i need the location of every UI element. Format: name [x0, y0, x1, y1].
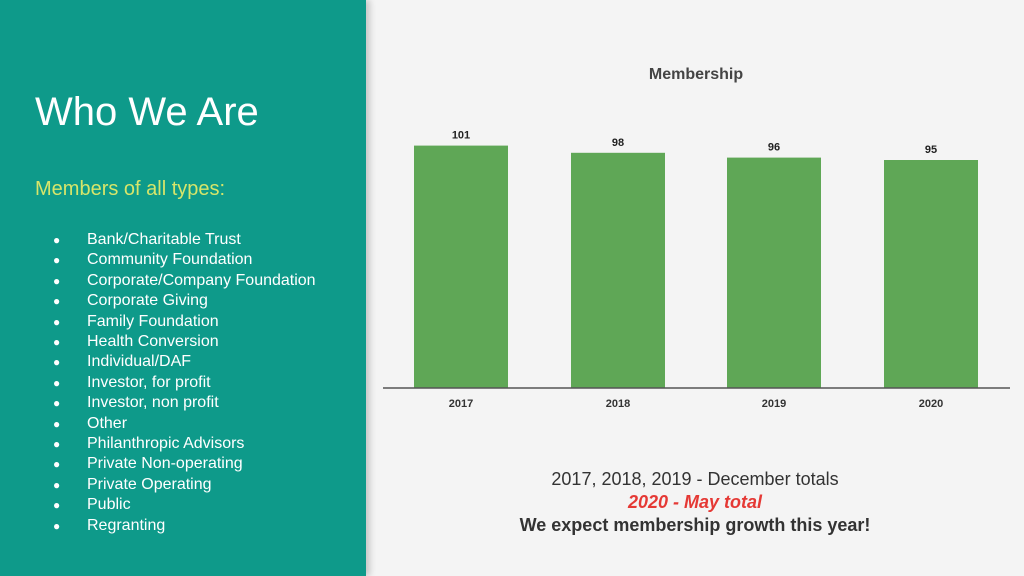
member-type-item: ● Investor, non profit	[47, 393, 347, 413]
member-type-label: Bank/Charitable Trust	[87, 231, 241, 248]
member-type-item: ● Other	[47, 414, 347, 434]
member-type-label: Private Non-operating	[87, 455, 243, 473]
member-type-item: ● Regranting	[47, 516, 347, 536]
note-december-totals: 2017, 2018, 2019 - December totals	[551, 469, 839, 489]
member-type-item: ● Bank/Charitable Trust	[47, 230, 347, 250]
bullet-icon: ●	[53, 253, 61, 268]
bar-2018	[571, 152, 665, 388]
member-type-label: Community Foundation	[87, 251, 253, 269]
member-type-item: ● Health Conversion	[47, 332, 347, 352]
x-tick-2018: 2018	[606, 398, 630, 410]
member-type-item: ● Investor, for profit	[47, 373, 347, 393]
member-type-label: Family Foundation	[87, 312, 219, 330]
data-label-2018: 98	[612, 137, 624, 149]
member-type-label: Other	[87, 414, 128, 432]
slide-subtitle: Members of all types:	[35, 178, 226, 200]
data-label-2017: 101	[452, 130, 470, 142]
member-type-item: ● Corporate Giving	[47, 291, 347, 311]
bullet-icon: ●	[53, 335, 61, 350]
bullet-icon: ●	[53, 294, 61, 309]
member-type-item: ● Individual/DAF	[47, 352, 347, 372]
bullet-icon: ●	[53, 233, 61, 247]
bullet-icon: ●	[53, 457, 61, 472]
member-type-label: Investor, for profit	[87, 373, 211, 391]
note-growth-expectation: We expect membership growth this year!	[519, 515, 871, 535]
bullet-icon: ●	[53, 355, 61, 370]
member-type-label: Corporate Giving	[87, 292, 208, 310]
member-type-label: Regranting	[87, 516, 166, 534]
bullet-icon: ●	[53, 396, 61, 411]
bar-2017	[414, 145, 508, 388]
member-type-item: ● Family Foundation	[47, 312, 347, 332]
x-tick-labels: 2017 2018 2019 2020	[449, 398, 943, 410]
bullet-icon: ●	[53, 477, 61, 492]
bullet-icon: ●	[53, 375, 61, 390]
chart-title: Membership	[649, 66, 743, 83]
bullet-icon: ●	[53, 273, 61, 288]
member-type-item: ● Corporate/Company Foundation	[47, 271, 347, 291]
note-may-total: 2020 - May total	[627, 492, 763, 512]
membership-chart: Membership 101 98 96 95 2017 2018 2019 2020	[383, 66, 1010, 410]
member-type-item: ● Private Non-operating	[47, 454, 347, 474]
member-type-label: Health Conversion	[87, 333, 219, 351]
member-type-item: ● Public	[47, 495, 347, 515]
member-type-item: ● Community Foundation	[47, 250, 347, 270]
member-type-label: Private Operating	[87, 475, 212, 493]
member-type-label: Corporate/Company Foundation	[87, 271, 316, 289]
member-type-label: Investor, non profit	[87, 394, 219, 412]
bullet-icon: ●	[53, 314, 61, 329]
member-type-item: ● Private Operating	[47, 475, 347, 495]
member-type-item: ● Philanthropic Advisors	[47, 434, 347, 454]
x-tick-2020: 2020	[919, 398, 943, 410]
bullet-icon: ●	[53, 437, 61, 452]
bars-group: 101 98 96 95	[414, 130, 978, 388]
member-type-label: Philanthropic Advisors	[87, 435, 245, 453]
bar-2020	[884, 160, 978, 388]
slide-title: Who We Are	[35, 90, 259, 134]
left-panel: Who We Are Members of all types: ● Bank/C…	[0, 0, 366, 576]
data-label-2020: 95	[925, 144, 937, 156]
x-tick-2019: 2019	[762, 398, 786, 410]
data-label-2019: 96	[768, 142, 780, 154]
member-type-list: ● Bank/Charitable Trust ● Community Foundat…	[47, 230, 347, 536]
bullet-icon: ●	[53, 518, 61, 533]
member-type-label: Public	[87, 496, 131, 514]
bullet-icon: ●	[53, 498, 61, 513]
x-tick-2017: 2017	[449, 398, 473, 410]
member-type-label: Individual/DAF	[87, 353, 192, 371]
bar-2019	[727, 157, 821, 388]
bullet-icon: ●	[53, 416, 61, 431]
